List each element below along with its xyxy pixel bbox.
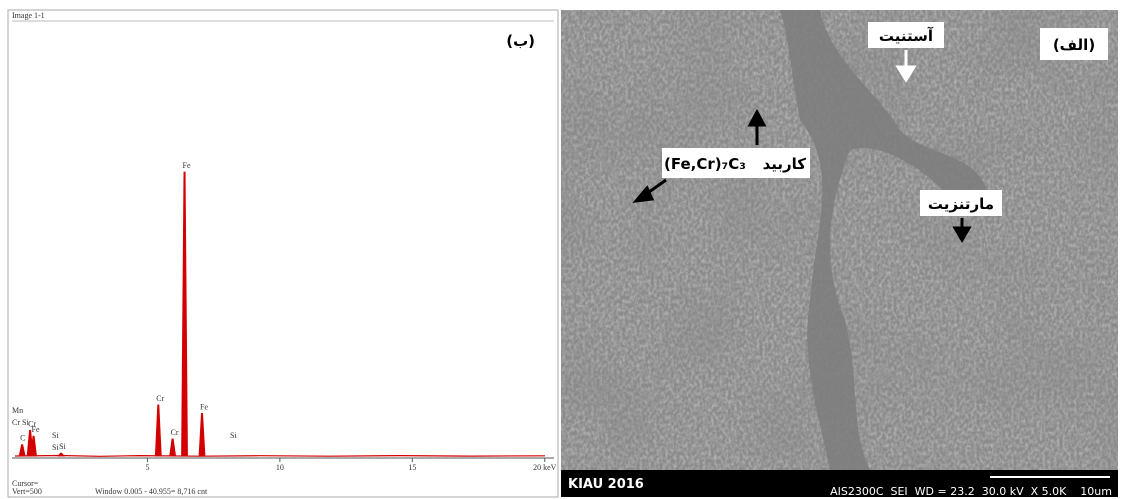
peak-label: Cr <box>156 394 164 403</box>
peak-label: C <box>20 434 25 443</box>
peak-label: Cr <box>171 428 179 437</box>
info-left: KIAU 2016 <box>568 477 644 492</box>
x-tick-label: 10 <box>276 463 284 472</box>
carbide-formula: (Fe,Cr)₇C₃ <box>664 155 746 173</box>
martensite-label: مارتنزیت <box>928 195 994 213</box>
footer-vert: Vert=500 <box>12 487 42 496</box>
baseline-noise <box>15 456 545 457</box>
peak-label: Cr Si <box>12 418 29 427</box>
spectrum-panel <box>8 10 558 497</box>
peak-label: Si <box>59 442 66 451</box>
x-tick-label: 20 keV <box>533 463 557 472</box>
carbide-label: کاربید <box>763 155 807 173</box>
info-right: AIS2300C SEI WD = 23.2 30.0 kV X 5.0K 10… <box>830 485 1112 498</box>
peak-label: Fe <box>32 425 40 434</box>
austenite-label: آستنیت <box>879 27 934 45</box>
footer-window: Window 0.005 - 40.955= 8,716 cnt <box>95 487 208 496</box>
image-title: Image 1-1 <box>12 11 45 20</box>
sem-image <box>561 10 1118 470</box>
panel-label: (ب) <box>506 32 535 50</box>
peak-label: Si <box>52 431 59 440</box>
peak-label: Fe <box>183 161 191 170</box>
panel-label: (الف) <box>1053 36 1095 54</box>
peak-label: Mn <box>12 406 23 415</box>
peak-label: Fe <box>200 402 208 411</box>
figure: Image 1-1 (ب) Mn Cr Si Si Si Si Cursor= … <box>0 0 1123 499</box>
x-tick-label: 5 <box>145 463 149 472</box>
x-tick-label: 15 <box>408 463 416 472</box>
peak-label: Si <box>230 431 237 440</box>
